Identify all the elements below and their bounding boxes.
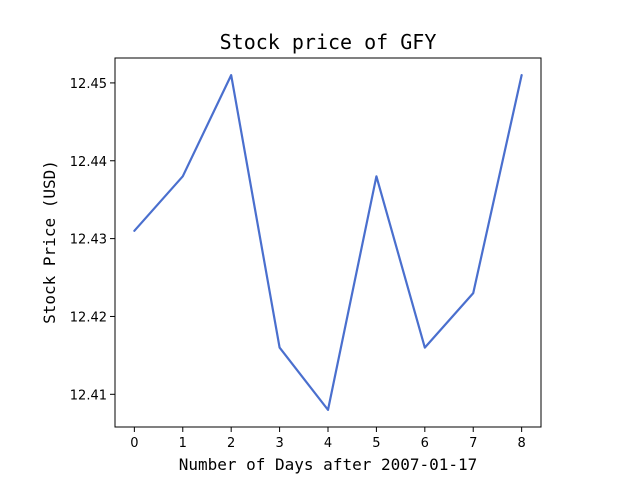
plot-area-frame — [114, 57, 542, 428]
x-tick-label: 6 — [421, 436, 429, 451]
x-tick-label: 3 — [275, 436, 283, 451]
y-tick-label: 12.44 — [70, 155, 107, 170]
x-tick-label: 4 — [324, 436, 332, 451]
y-tick-label: 12.41 — [70, 388, 107, 403]
x-tick-label: 0 — [130, 436, 138, 451]
y-tick-label: 12.42 — [70, 310, 107, 325]
y-tick-label: 12.45 — [70, 77, 107, 92]
series-layer — [133, 74, 523, 411]
y-tick-label: 12.43 — [70, 233, 107, 248]
y-axis-label: Stock Price (USD) — [40, 160, 59, 324]
x-tick-label: 8 — [517, 436, 525, 451]
chart-title: Stock price of GFY — [220, 30, 437, 54]
series-line — [133, 74, 523, 411]
x-axis-label: Number of Days after 2007-01-17 — [179, 455, 478, 474]
x-tick-label: 5 — [372, 436, 380, 451]
ticks: 0 1 2 3 4 5 6 7 8 12.41 12.42 12.43 12.44 12.45 — [70, 77, 526, 451]
x-tick-label: 7 — [469, 436, 477, 451]
x-tick-label: 1 — [179, 436, 187, 451]
x-tick-label: 2 — [227, 436, 235, 451]
